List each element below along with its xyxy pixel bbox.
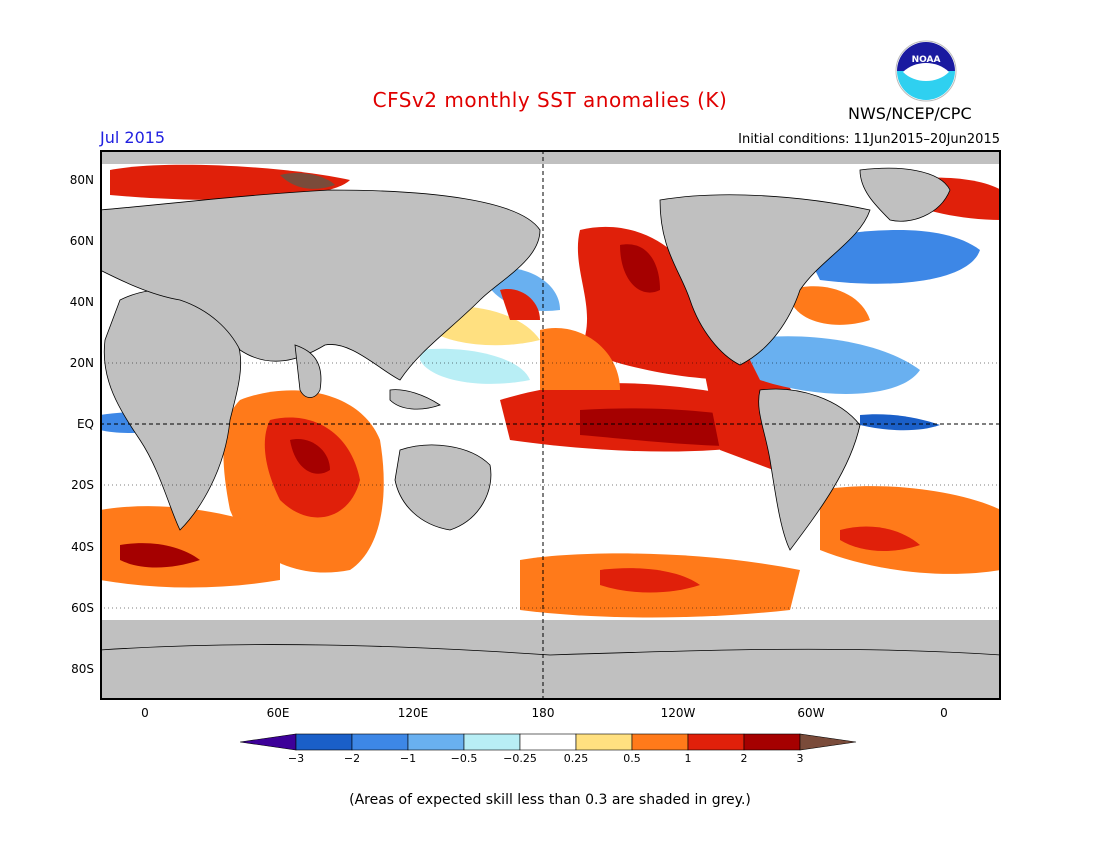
colorbar-swatch (687, 733, 745, 751)
colorbar-swatch (463, 733, 521, 751)
lat-label: 20N (69, 356, 94, 370)
lon-label: 0 (141, 706, 149, 720)
colorbar-tick-label: −1 (399, 752, 417, 765)
colorbar-tick-label: 3 (796, 752, 804, 765)
colorbar-swatch (631, 733, 689, 751)
lat-label: EQ (76, 417, 94, 431)
agency-label: NWS/NCEP/CPC (848, 104, 972, 123)
lat-label: 80S (71, 662, 94, 676)
colorbar-tick-label: −2 (343, 752, 361, 765)
map-title: CFSv2 monthly SST anomalies (K) (372, 88, 728, 112)
colorbar-swatch (743, 733, 801, 751)
lat-label: 60N (69, 234, 94, 248)
colorbar-tick-label: −0.25 (503, 752, 537, 765)
colorbar-arrow-high (799, 733, 857, 751)
skill-note: (Areas of expected skill less than 0.3 a… (349, 792, 751, 808)
initial-conditions-label: Initial conditions: 11Jun2015–20Jun2015 (738, 132, 1000, 147)
sst-anomaly-map (100, 150, 1001, 700)
colorbar-swatch (519, 733, 577, 751)
noaa-logo-icon: NOAA (895, 40, 957, 102)
colorbar-swatch (407, 733, 465, 751)
colorbar-tick-label: −3 (287, 752, 305, 765)
lat-label: 60S (71, 601, 94, 615)
colorbar-tick-label: 1 (684, 752, 692, 765)
colorbar-tick-label: 0.25 (563, 752, 589, 765)
lon-label: 60E (266, 706, 290, 720)
lat-label: 40N (69, 295, 94, 309)
lat-label: 20S (71, 478, 94, 492)
lon-label: 0 (940, 706, 948, 720)
colorbar-tick-label: −0.5 (450, 752, 478, 765)
lon-label: 120E (397, 706, 429, 720)
logo-text: NOAA (912, 55, 941, 65)
lat-label: 40S (71, 540, 94, 554)
forecast-month-label: Jul 2015 (100, 128, 166, 147)
colorbar-swatch (575, 733, 633, 751)
colorbar-tick-label: 0.5 (623, 752, 641, 765)
colorbar (240, 733, 857, 751)
lon-label: 120W (660, 706, 696, 720)
lat-label: 80N (69, 173, 94, 187)
lon-label: 180 (531, 706, 555, 720)
colorbar-swatch (351, 733, 409, 751)
lon-label: 60W (797, 706, 825, 720)
colorbar-arrow-low (240, 733, 297, 751)
colorbar-swatch (295, 733, 353, 751)
colorbar-tick-label: 2 (740, 752, 748, 765)
